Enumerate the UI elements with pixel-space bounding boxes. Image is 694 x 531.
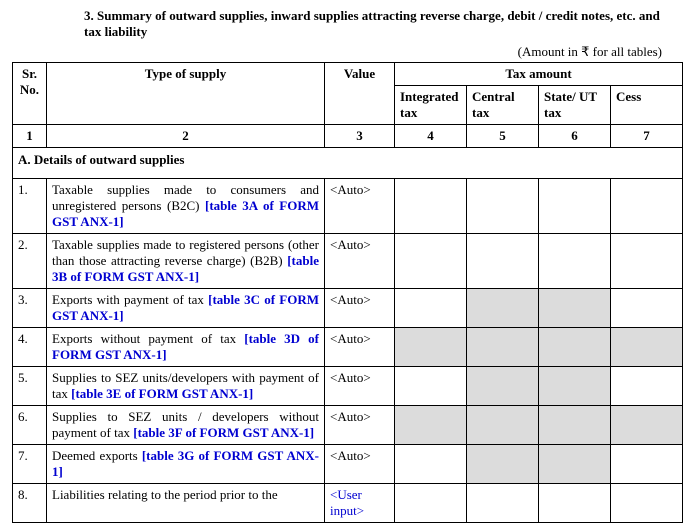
section-a-row: A. Details of outward supplies bbox=[13, 148, 683, 179]
cell-state bbox=[539, 328, 611, 367]
row-sr: 2. bbox=[13, 234, 47, 289]
header-sr: Sr. No. bbox=[13, 63, 47, 125]
cell-central bbox=[467, 289, 539, 328]
colnum-2: 2 bbox=[47, 125, 325, 148]
row-value: <Auto> bbox=[325, 289, 395, 328]
colnum-3: 3 bbox=[325, 125, 395, 148]
header-cess: Cess bbox=[611, 86, 683, 125]
cell-integrated bbox=[395, 406, 467, 445]
colnum-7: 7 bbox=[611, 125, 683, 148]
table-row: 6. Supplies to SEZ units / developers wi… bbox=[13, 406, 683, 445]
row-sr: 8. bbox=[13, 484, 47, 523]
row-sr: 5. bbox=[13, 367, 47, 406]
row-sr: 4. bbox=[13, 328, 47, 367]
header-tax-amount: Tax amount bbox=[395, 63, 683, 86]
row-value: <Auto> bbox=[325, 234, 395, 289]
cell-cess bbox=[611, 445, 683, 484]
section-a-label: A. Details of outward supplies bbox=[13, 148, 683, 179]
table-row: 4. Exports without payment of tax [table… bbox=[13, 328, 683, 367]
colnum-4: 4 bbox=[395, 125, 467, 148]
cell-state bbox=[539, 234, 611, 289]
cell-integrated bbox=[395, 179, 467, 234]
cell-cess bbox=[611, 179, 683, 234]
row-desc: Taxable supplies made to registered pers… bbox=[47, 234, 325, 289]
supply-table: Sr. No. Type of supply Value Tax amount … bbox=[12, 62, 683, 523]
colnum-6: 6 bbox=[539, 125, 611, 148]
row-desc: Liabilities relating to the period prior… bbox=[47, 484, 325, 523]
row-sr: 1. bbox=[13, 179, 47, 234]
cell-cess bbox=[611, 367, 683, 406]
cell-cess bbox=[611, 328, 683, 367]
cell-central bbox=[467, 234, 539, 289]
cell-state bbox=[539, 484, 611, 523]
table-row: 7. Deemed exports [table 3G of FORM GST … bbox=[13, 445, 683, 484]
section-title: 3. Summary of outward supplies, inward s… bbox=[12, 8, 682, 40]
table-row: 1. Taxable supplies made to consumers an… bbox=[13, 179, 683, 234]
table-row: 5. Supplies to SEZ units/developers with… bbox=[13, 367, 683, 406]
row-value: <Auto> bbox=[325, 328, 395, 367]
colnum-5: 5 bbox=[467, 125, 539, 148]
header-integrated: Integrated tax bbox=[395, 86, 467, 125]
row-desc: Deemed exports [table 3G of FORM GST ANX… bbox=[47, 445, 325, 484]
title-text: 3. Summary of outward supplies, inward s… bbox=[84, 8, 660, 39]
row-value: <Auto> bbox=[325, 367, 395, 406]
cell-integrated bbox=[395, 289, 467, 328]
row-value: <Auto> bbox=[325, 179, 395, 234]
column-number-row: 1 2 3 4 5 6 7 bbox=[13, 125, 683, 148]
row-value[interactable]: <User input> bbox=[325, 484, 395, 523]
row-sr: 3. bbox=[13, 289, 47, 328]
row-desc: Exports with payment of tax [table 3C of… bbox=[47, 289, 325, 328]
header-state: State/ UT tax bbox=[539, 86, 611, 125]
header-central: Central tax bbox=[467, 86, 539, 125]
cell-central bbox=[467, 484, 539, 523]
cell-integrated bbox=[395, 234, 467, 289]
cell-integrated bbox=[395, 367, 467, 406]
row-sr: 6. bbox=[13, 406, 47, 445]
form-link: [table 3F of FORM GST ANX-1] bbox=[133, 425, 314, 440]
cell-state bbox=[539, 406, 611, 445]
table-row: 8. Liabilities relating to the period pr… bbox=[13, 484, 683, 523]
cell-central bbox=[467, 445, 539, 484]
cell-central bbox=[467, 328, 539, 367]
colnum-1: 1 bbox=[13, 125, 47, 148]
amount-note: (Amount in ₹ for all tables) bbox=[12, 44, 682, 60]
cell-state bbox=[539, 367, 611, 406]
cell-cess bbox=[611, 406, 683, 445]
row-value: <Auto> bbox=[325, 406, 395, 445]
cell-integrated bbox=[395, 484, 467, 523]
cell-state bbox=[539, 179, 611, 234]
table-row: 2. Taxable supplies made to registered p… bbox=[13, 234, 683, 289]
cell-cess bbox=[611, 289, 683, 328]
row-desc: Taxable supplies made to consumers and u… bbox=[47, 179, 325, 234]
cell-integrated bbox=[395, 445, 467, 484]
cell-central bbox=[467, 367, 539, 406]
cell-cess bbox=[611, 234, 683, 289]
header-value: Value bbox=[325, 63, 395, 125]
row-value: <Auto> bbox=[325, 445, 395, 484]
cell-central bbox=[467, 406, 539, 445]
cell-state bbox=[539, 445, 611, 484]
cell-central bbox=[467, 179, 539, 234]
header-type: Type of supply bbox=[47, 63, 325, 125]
form-link: [table 3E of FORM GST ANX-1] bbox=[71, 386, 253, 401]
cell-state bbox=[539, 289, 611, 328]
table-row: 3. Exports with payment of tax [table 3C… bbox=[13, 289, 683, 328]
row-desc: Supplies to SEZ units / developers witho… bbox=[47, 406, 325, 445]
cell-cess bbox=[611, 484, 683, 523]
row-desc: Exports without payment of tax [table 3D… bbox=[47, 328, 325, 367]
row-sr: 7. bbox=[13, 445, 47, 484]
cell-integrated bbox=[395, 328, 467, 367]
row-desc: Supplies to SEZ units/developers with pa… bbox=[47, 367, 325, 406]
